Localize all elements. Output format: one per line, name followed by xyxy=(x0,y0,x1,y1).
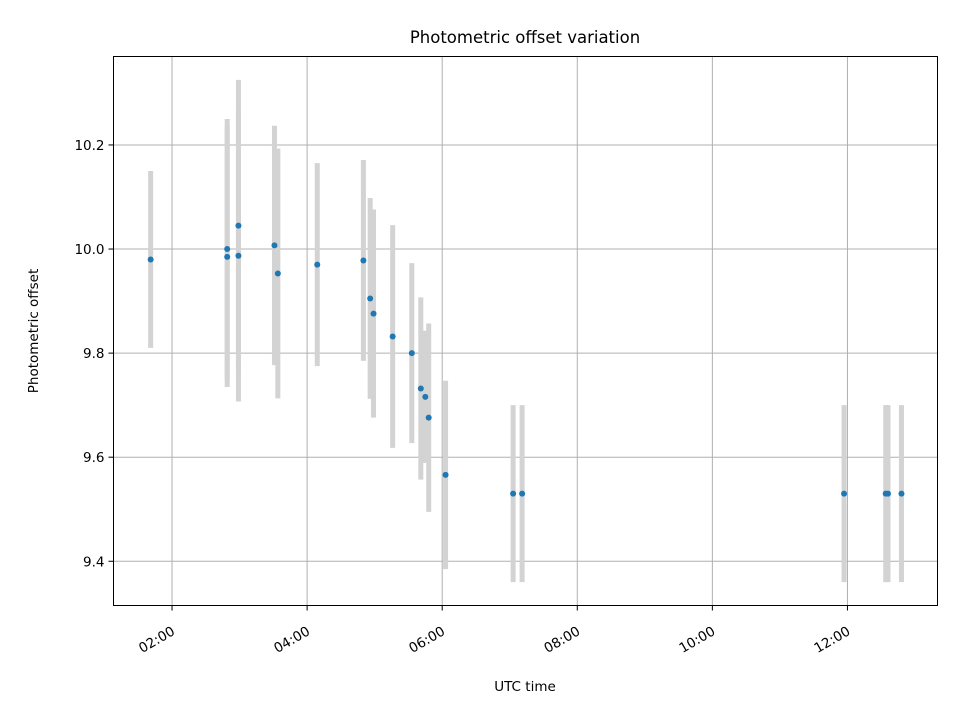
data-point xyxy=(519,490,526,497)
data-point xyxy=(224,246,231,253)
data-points xyxy=(147,222,905,497)
data-point xyxy=(224,253,231,260)
data-point xyxy=(367,295,374,302)
data-point xyxy=(425,414,432,421)
data-point xyxy=(841,490,848,497)
x-axis-label: UTC time xyxy=(494,679,556,695)
y-axis-label: Photometric offset xyxy=(26,269,42,393)
data-point xyxy=(235,222,242,229)
x-tick-label: 02:00 xyxy=(136,623,178,656)
data-point xyxy=(274,270,281,277)
x-tick-label: 12:00 xyxy=(812,623,854,656)
y-tick-label: 9.6 xyxy=(83,450,104,466)
y-tick-label: 9.4 xyxy=(83,554,104,570)
error-bars xyxy=(148,79,904,583)
x-tick-label: 06:00 xyxy=(406,623,448,656)
plot-frame xyxy=(113,56,938,606)
chart-title: Photometric offset variation xyxy=(410,28,640,47)
x-tick-label: 04:00 xyxy=(271,623,313,656)
data-point xyxy=(510,490,517,497)
x-axis-ticks: 02:00 04:00 06:00 08:00 10:00 12:00 xyxy=(136,605,854,657)
data-point xyxy=(360,257,367,264)
data-point xyxy=(235,252,242,259)
y-tick-label: 9.8 xyxy=(83,346,104,362)
data-point xyxy=(389,333,396,340)
x-tick-label: 10:00 xyxy=(676,623,718,656)
data-point xyxy=(314,261,321,268)
data-point xyxy=(408,350,415,357)
x-tick-label: 08:00 xyxy=(541,623,583,656)
data-point xyxy=(271,242,278,249)
y-axis-ticks: 9.4 9.6 9.8 10.0 10.2 xyxy=(74,138,114,570)
data-point xyxy=(442,471,449,478)
data-point xyxy=(884,490,891,497)
data-point xyxy=(422,393,429,400)
data-point xyxy=(898,490,905,497)
data-point xyxy=(370,310,377,317)
data-point xyxy=(417,385,424,392)
data-point xyxy=(147,256,154,263)
y-tick-label: 10.0 xyxy=(74,242,104,258)
grid xyxy=(113,56,938,606)
y-tick-label: 10.2 xyxy=(74,138,104,154)
